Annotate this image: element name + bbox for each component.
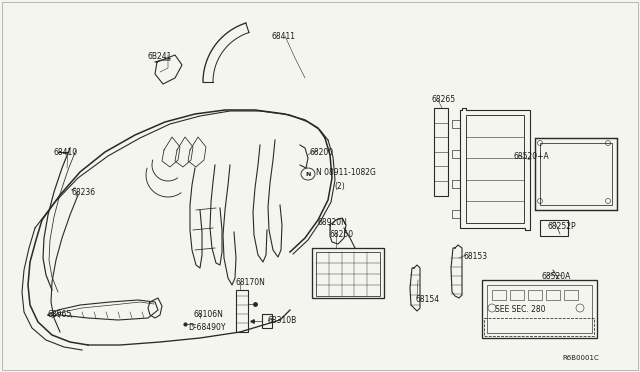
Text: 6B241: 6B241 (148, 52, 172, 61)
Text: 68154: 68154 (415, 295, 439, 304)
Bar (492, 290, 506, 300)
Bar (312, 248, 384, 298)
Bar (540, 220, 568, 236)
Text: 68520A: 68520A (541, 272, 570, 281)
Text: 68153: 68153 (464, 252, 488, 261)
Bar (540, 143, 612, 205)
Bar (487, 285, 592, 333)
Bar (236, 290, 248, 332)
Bar (482, 280, 597, 338)
Bar (484, 318, 594, 336)
Bar (434, 108, 448, 196)
Bar (510, 290, 524, 300)
Bar (564, 290, 578, 300)
Text: (2): (2) (334, 182, 345, 191)
Text: 68410: 68410 (54, 148, 78, 157)
Text: 68310B: 68310B (268, 316, 297, 325)
Text: N 08911-1082G: N 08911-1082G (316, 168, 376, 177)
Bar (466, 115, 524, 223)
Text: 68250: 68250 (329, 230, 353, 239)
Text: D-68490Y: D-68490Y (188, 323, 225, 332)
Text: 68265: 68265 (432, 95, 456, 104)
Bar (528, 290, 542, 300)
Text: 68520+A: 68520+A (513, 152, 548, 161)
Text: 68965: 68965 (47, 310, 71, 319)
Bar (535, 138, 617, 210)
Bar (262, 314, 272, 328)
Text: N: N (305, 171, 310, 176)
Text: R6B0001C: R6B0001C (562, 355, 599, 361)
Bar (546, 290, 560, 300)
Text: 68200: 68200 (310, 148, 334, 157)
Text: SEE SEC. 280: SEE SEC. 280 (495, 305, 545, 314)
Text: 68236: 68236 (72, 188, 96, 197)
Text: 68106N: 68106N (194, 310, 224, 319)
Bar (316, 252, 380, 296)
Text: 68411: 68411 (272, 32, 296, 41)
Text: 68170N: 68170N (236, 278, 266, 287)
Text: 68920N: 68920N (318, 218, 348, 227)
Text: 68252P: 68252P (548, 222, 577, 231)
